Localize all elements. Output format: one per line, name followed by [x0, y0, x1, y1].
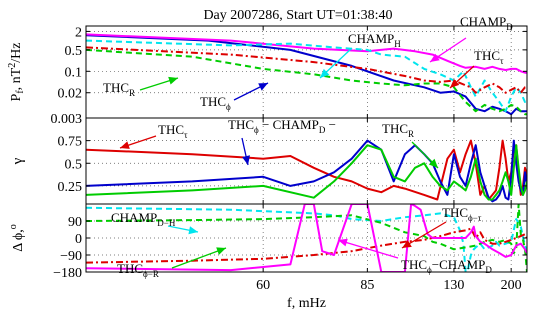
svg-text:THCϕ−τ: THCϕ−τ — [442, 205, 482, 223]
svg-text:THCR: THCR — [103, 80, 135, 98]
annotation-thc-1-0: THCτ — [119, 122, 188, 149]
svg-text:THCτ: THCτ — [474, 48, 504, 66]
annotation-thc-0-2: THCτ — [449, 48, 504, 89]
annotation-thc-2-3: THCϕ−τ — [401, 205, 482, 249]
svg-text:THCϕ−R: THCϕ−R — [117, 261, 159, 279]
phase-series-green — [86, 204, 527, 272]
y-tick-label: 0.02 — [58, 87, 83, 102]
x-tick-label: 85 — [360, 278, 374, 293]
y-tick-label: 0.1 — [65, 65, 83, 80]
annotation-champ-0-0: CHAMPD — [429, 14, 513, 63]
svg-text:CHAMPH: CHAMPH — [348, 31, 401, 49]
x-tick-label: 130 — [443, 278, 464, 293]
y-tick-label: 2 — [75, 25, 82, 40]
y-tick-label: 0.25 — [58, 180, 83, 195]
y-tick-label: 0.003 — [51, 112, 83, 127]
grid — [86, 26, 527, 118]
y-axis-label-power: Pf, nT2/Hz — [7, 43, 26, 102]
x-axis-label: f, mHz — [287, 296, 326, 311]
y-tick-label: −180 — [53, 266, 82, 281]
power-series-red — [86, 46, 527, 94]
coherence-series-blue — [86, 139, 527, 203]
y-tick-label: 0.75 — [58, 135, 83, 150]
figure-title: Day 2007286, Start UT=01:38:40 — [203, 8, 392, 23]
svg-text:THCϕ−CHAMPD: THCϕ−CHAMPD — [401, 257, 492, 275]
svg-text:THCR: THCR — [382, 121, 414, 139]
svg-text:CHAMPD−H: CHAMPD−H — [111, 210, 176, 228]
annotation-thc-2-1: THCϕ−R — [117, 247, 227, 279]
y-axis-label-phase: Δ ϕ,o — [8, 224, 26, 252]
phase-panel: 90 0 −90 −180 — [53, 203, 528, 281]
phase-series-magenta — [86, 204, 527, 272]
y-tick-label: 0.5 — [65, 44, 83, 59]
annotation-thc-1-2: THCR — [382, 121, 439, 169]
x-tick-label: 200 — [501, 278, 522, 293]
annotation-champ-0-1: CHAMPH — [319, 31, 401, 79]
x-tick-label: 60 — [256, 278, 270, 293]
y-tick-label: 0 — [75, 232, 82, 247]
y-axis-label-coherence: γ — [10, 157, 26, 165]
annotation-thc-0-4: THCϕ — [200, 82, 269, 112]
annotation-thc-0-3: THCR — [103, 76, 179, 98]
annotation-thc-1-1: THCϕ − CHAMPD − — [228, 117, 336, 166]
svg-text:CHAMPD: CHAMPD — [460, 14, 513, 32]
coherence-panel: 0.75 0.5 0.25 — [58, 117, 528, 205]
coherence-series-green — [86, 144, 527, 201]
y-tick-label: 90 — [68, 215, 82, 230]
power-panel: 2 0.5 0.1 0.02 0.003 — [51, 25, 528, 127]
svg-text:THCτ: THCτ — [158, 122, 188, 140]
power-series-magenta — [86, 33, 527, 74]
y-tick-label: −90 — [60, 249, 82, 264]
svg-text:THCϕ − CHAMPD −: THCϕ − CHAMPD − — [228, 117, 336, 135]
power-series-green — [86, 48, 527, 116]
annotation-thc-2-2: THCϕ−CHAMPD — [337, 238, 492, 275]
svg-text:THCϕ: THCϕ — [200, 94, 231, 112]
y-tick-label: 0.5 — [65, 157, 83, 172]
annotation-champ-2-0: CHAMPD−H — [111, 210, 199, 235]
power-series-blue — [86, 34, 527, 116]
